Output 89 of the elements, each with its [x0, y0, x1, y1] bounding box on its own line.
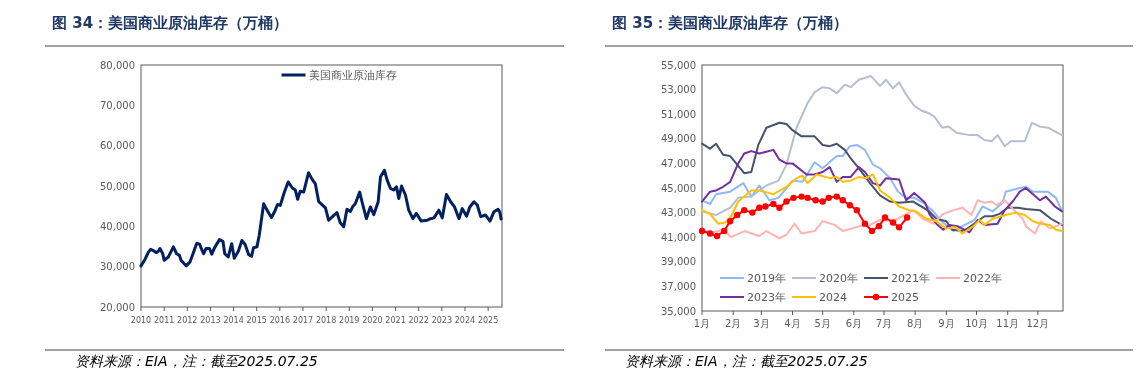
point	[812, 197, 819, 204]
x-tick-label: 4月	[784, 318, 801, 329]
legend-label: 2020年	[819, 272, 858, 285]
point	[839, 197, 846, 204]
x-tick-label: 2016	[269, 316, 291, 325]
point	[706, 230, 714, 237]
y-tick-label: 47,000	[661, 157, 696, 169]
point	[776, 204, 783, 211]
y-tick-label: 39,000	[661, 256, 696, 268]
x-tick-label: 8月	[906, 318, 924, 329]
y-tick-label: 20,000	[100, 301, 135, 313]
point	[825, 194, 832, 202]
legend-label: 2022年	[963, 272, 1002, 285]
point	[881, 214, 889, 221]
x-tick-label: 2017	[292, 316, 314, 325]
x-tick-label: 2015	[246, 316, 267, 325]
y-tick-label: 70,000	[100, 99, 135, 111]
x-tick-label: 2022	[408, 316, 429, 325]
legend: 美国商业原油库存	[281, 69, 397, 82]
x-tick-label: 2023	[431, 316, 453, 325]
chart-title: 图 35：美国商业原油库存（万桶）	[612, 14, 849, 32]
text: 资料来源：EIA，注：截至2025.07.25	[625, 353, 868, 369]
legend-label: 2024	[819, 291, 847, 304]
x-tick-label: 9月	[938, 318, 955, 329]
x-tick-label: 5月	[814, 318, 831, 329]
y-tick-label: 41,000	[661, 231, 696, 243]
y-tick-label: 45,000	[661, 182, 696, 194]
point	[903, 214, 911, 221]
x-tick-label: 2014	[223, 316, 244, 325]
legend-label: 2021年	[891, 272, 930, 285]
x-tick-label: 2019	[339, 316, 360, 325]
y-tick-label: 80,000	[100, 59, 135, 71]
x-tick-label: 2025	[477, 316, 499, 325]
x-tick-label: 1月	[693, 318, 711, 329]
legend-label: 美国商业原油库存	[308, 69, 397, 82]
point	[720, 227, 728, 235]
x-tick-label: 2024	[454, 316, 476, 325]
x-tick-label: 2010	[130, 316, 152, 325]
point	[713, 232, 721, 240]
y-tick-label: 51,000	[661, 108, 696, 120]
point	[741, 206, 748, 214]
x-tick-label: 11月	[996, 318, 1020, 329]
text: 资料来源：EIA，注：截至2025.07.25	[75, 353, 318, 369]
y-tick-label: 37,000	[661, 280, 696, 292]
x-tick-label: 2011	[153, 316, 175, 325]
point	[790, 194, 797, 202]
y-tick-label: 50,000	[100, 180, 135, 192]
y-tick-label: 60,000	[100, 140, 135, 152]
point	[798, 193, 805, 200]
legend-label: 2025	[891, 291, 919, 304]
point	[861, 220, 869, 227]
y-tick-label: 35,000	[661, 305, 696, 317]
legend-label: 2019年	[747, 272, 786, 285]
x-tick-label: 6月	[845, 318, 863, 329]
point	[783, 198, 790, 205]
legend-label: 2023年	[747, 291, 786, 304]
point	[726, 218, 734, 225]
point	[734, 211, 741, 219]
point	[853, 206, 861, 214]
point	[819, 198, 826, 205]
y-tick-label: 40,000	[100, 220, 135, 232]
x-tick-label: 2013	[200, 316, 221, 325]
point	[889, 219, 897, 226]
x-tick-label: 3月	[753, 318, 770, 329]
point	[868, 227, 876, 235]
x-tick-label: 2018	[315, 316, 337, 325]
point	[833, 193, 840, 200]
x-tick-label: 10月	[965, 318, 988, 329]
y-tick-label: 55,000	[661, 59, 696, 71]
y-tick-label: 53,000	[661, 84, 696, 96]
x-tick-label: 2021	[385, 316, 406, 325]
point	[749, 209, 756, 216]
point	[762, 203, 769, 210]
point	[756, 204, 763, 211]
x-tick-label: 12月	[1026, 318, 1050, 329]
point	[895, 224, 903, 231]
x-tick-label: 2月	[724, 318, 742, 329]
y-tick-label: 30,000	[100, 261, 135, 273]
x-tick-label: 2012	[177, 316, 198, 325]
chart-title: 图 34：美国商业原油库存（万桶）	[52, 14, 289, 32]
y-tick-label: 43,000	[661, 207, 696, 219]
x-tick-label: 7月	[875, 318, 893, 329]
point	[846, 202, 854, 209]
y-tick-label: 49,000	[661, 133, 696, 145]
point	[875, 222, 883, 230]
x-tick-label: 2020	[362, 316, 383, 325]
point	[698, 227, 706, 235]
point	[804, 194, 811, 202]
point	[770, 200, 777, 208]
